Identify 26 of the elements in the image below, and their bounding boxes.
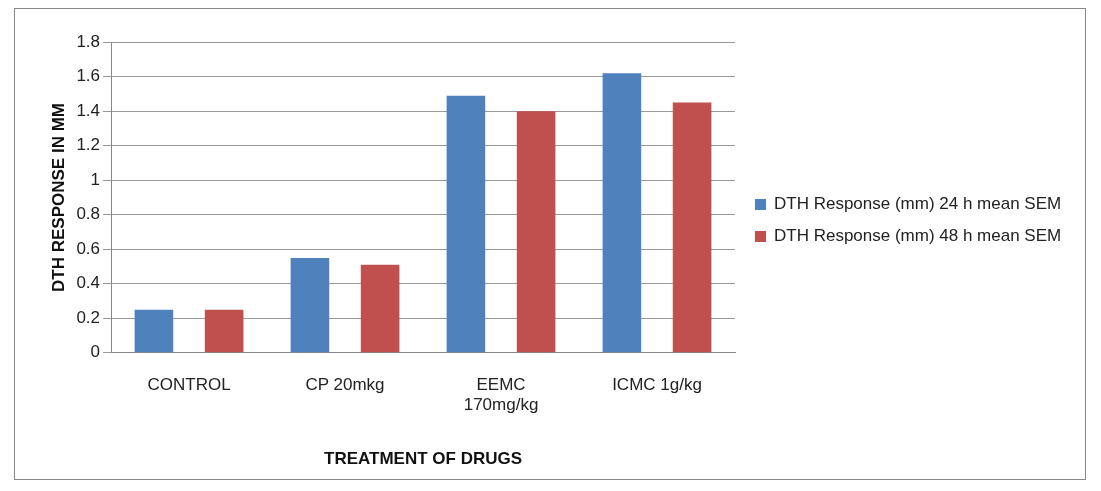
y-tick-label: 1.8 (76, 31, 101, 51)
x-axis-title: TREATMENT OF DRUGS (324, 449, 523, 469)
x-tick-label: CONTROL (147, 374, 231, 394)
bar (672, 102, 712, 353)
y-tick-label: 1.6 (76, 66, 101, 86)
y-tick-label: 1.2 (76, 135, 101, 155)
y-tick-label: 0.4 (76, 273, 101, 293)
legend-label: DTH Response (mm) 24 h mean SEM (774, 194, 1062, 214)
bar (446, 95, 486, 353)
bar (360, 264, 400, 353)
y-axis-title: DTH RESPONSE IN MM (48, 103, 68, 292)
x-tick-label: ICMC 1g/kg (612, 374, 702, 394)
y-tick-label: 0.6 (76, 238, 101, 258)
bar (204, 309, 244, 353)
x-tick-label: EEMC 170mg/kg (463, 374, 539, 415)
y-tick-label: 1 (90, 169, 101, 189)
bar (290, 257, 330, 353)
y-tick-label: 0.2 (76, 307, 101, 327)
bar (134, 309, 174, 353)
x-tick-label: CP 20mkg (305, 374, 385, 394)
y-tick-label: 0 (90, 342, 101, 362)
legend-label: DTH Response (mm) 48 h mean SEM (774, 226, 1062, 246)
y-tick-label: 0.8 (76, 204, 101, 224)
y-tick-label: 1.4 (76, 100, 101, 120)
bar (602, 73, 642, 353)
bar (516, 111, 556, 353)
